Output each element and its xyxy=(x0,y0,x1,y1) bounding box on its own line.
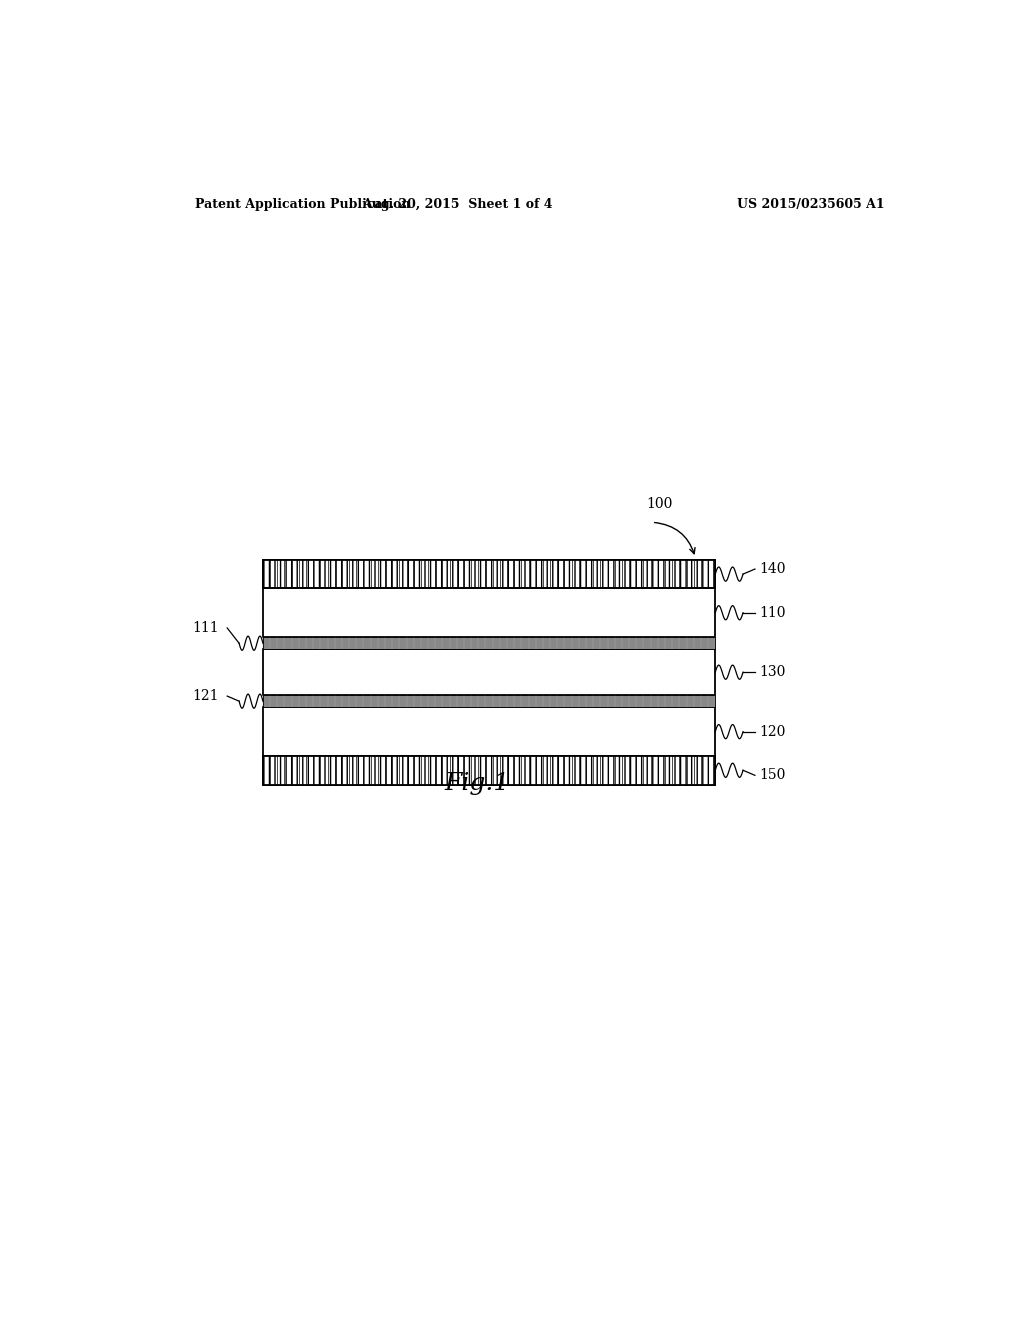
Bar xyxy=(263,589,715,638)
Bar xyxy=(263,756,715,784)
Text: 121: 121 xyxy=(193,689,219,704)
Bar xyxy=(263,708,715,756)
Bar xyxy=(263,560,715,589)
Text: US 2015/0235605 A1: US 2015/0235605 A1 xyxy=(736,198,885,211)
Text: Fig.1: Fig.1 xyxy=(444,772,510,795)
Bar xyxy=(263,560,715,589)
Bar xyxy=(263,756,715,784)
Text: 110: 110 xyxy=(759,606,785,619)
Bar xyxy=(263,638,715,649)
Bar xyxy=(263,649,715,696)
Text: 140: 140 xyxy=(759,562,785,576)
Text: Patent Application Publication: Patent Application Publication xyxy=(196,198,411,211)
Bar xyxy=(263,696,715,708)
Bar xyxy=(263,756,715,784)
Text: Aug. 20, 2015  Sheet 1 of 4: Aug. 20, 2015 Sheet 1 of 4 xyxy=(362,198,553,211)
Bar xyxy=(263,638,715,649)
Bar xyxy=(263,560,715,589)
Text: 100: 100 xyxy=(646,496,673,511)
Text: 150: 150 xyxy=(759,768,785,783)
Text: 120: 120 xyxy=(759,725,785,739)
Text: 130: 130 xyxy=(759,665,785,680)
Bar xyxy=(263,696,715,708)
Text: 111: 111 xyxy=(193,620,219,635)
